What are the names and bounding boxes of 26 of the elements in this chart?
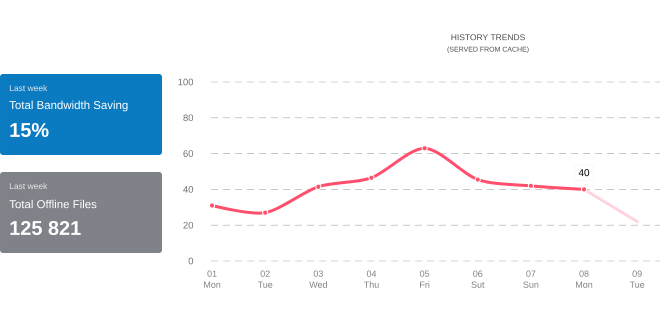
x-tick-label: 05 Fri [420, 270, 430, 288]
text: Last week [10, 182, 48, 190]
y-tick-label: 20 [183, 222, 194, 229]
data-label: 40 [578, 169, 590, 176]
x-tick-label: 08 Mon [576, 270, 592, 288]
y-tick-label: 60 [183, 150, 194, 157]
chart-title: HISTORY TRENDS [451, 34, 525, 40]
text: 15% [10, 122, 49, 138]
x-tick-label: 09 Tue [630, 270, 644, 288]
x-tick-label: 02 Tue [258, 270, 272, 288]
y-tick-label: 0 [188, 258, 194, 264]
y-tick-label: 40 [183, 186, 194, 193]
text: Last week [10, 84, 48, 92]
y-tick-label: 100 [178, 78, 194, 86]
text: Total Bandwidth Saving [9, 100, 128, 112]
x-tick-label: 03 Wed [309, 270, 327, 288]
x-tick-label: 07 Sun [523, 270, 538, 288]
text: Total Offline Files [9, 200, 96, 208]
x-tick-label: 06 Sut [471, 270, 484, 288]
point [580, 186, 588, 192]
text: 125 821 [10, 220, 81, 236]
x-tick-label: 01 Mon [204, 270, 220, 288]
point [368, 174, 375, 181]
point [474, 176, 481, 183]
x-tick-label: 04 Thu [364, 270, 379, 288]
y-tick-label: 80 [183, 114, 194, 122]
